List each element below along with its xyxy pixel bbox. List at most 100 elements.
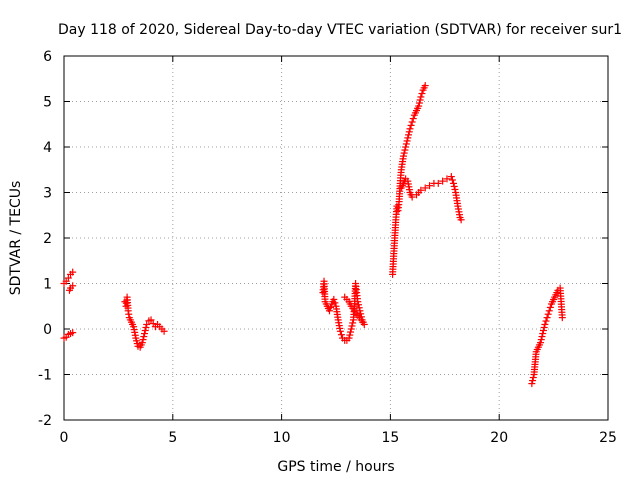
data-point [140,333,148,341]
x-tick-label: 20 [490,430,508,446]
grid [64,56,608,420]
data-point [558,314,566,322]
data-point [325,307,333,315]
data-point [69,282,77,290]
data-point [546,303,554,311]
data-point [354,298,362,306]
y-tick-label: 1 [43,277,52,293]
data-point [345,334,353,342]
y-tick-label: 6 [43,49,52,65]
data-point [528,380,536,388]
data-point [405,128,413,136]
x-tick-label: 10 [273,430,291,446]
data-point [417,186,425,194]
data-point [400,149,408,157]
x-tick-label: 5 [168,430,177,446]
data-point [537,336,545,344]
data-point [421,82,429,90]
x-axis-label: GPS time / hours [277,459,394,475]
data-point [539,327,547,335]
x-tick-label: 15 [381,430,399,446]
data-point [406,125,414,133]
data-point [141,330,149,338]
data-point [341,293,349,301]
data-point [529,377,537,385]
data-point [349,319,357,327]
data-point [417,93,425,101]
data-point [331,299,339,307]
data-point [542,317,550,325]
ticks [63,55,609,421]
data-point [138,339,146,347]
data-point [538,333,546,341]
data-point [543,314,551,322]
data-point [354,301,362,309]
data-point [147,316,155,324]
data-points [60,82,566,388]
data-point [450,182,458,190]
data-point [348,322,356,330]
data-point [426,182,434,190]
data-point [415,102,423,110]
y-tick-label: 0 [43,322,52,338]
data-point [407,121,415,129]
y-tick-label: -1 [38,368,52,384]
data-point [448,176,456,184]
data-point [408,193,416,201]
x-tick-label: 0 [60,430,69,446]
data-point [64,274,72,282]
data-point [421,184,429,192]
y-tick-label: 3 [43,186,52,202]
y-tick-label: 2 [43,231,52,247]
data-point [160,327,168,335]
data-point [540,323,548,331]
data-point [545,307,553,315]
data-point [539,330,547,338]
data-point [346,331,354,339]
data-point [347,328,355,336]
data-point [418,90,426,98]
data-point [402,143,410,151]
data-point [139,336,147,344]
data-point [69,329,77,337]
data-point [69,268,77,276]
data-point [537,339,545,347]
data-point [415,99,423,107]
data-point [143,320,151,328]
data-point [443,175,451,183]
data-point [408,118,416,126]
y-axis-label: SDTVAR / TECUs [8,181,24,296]
data-point [403,137,411,145]
y-tick-label: -2 [38,413,52,429]
data-point [439,177,447,185]
data-point [404,134,412,142]
data-point [451,185,459,193]
data-point [401,146,409,154]
y-tick-labels: -2 -1 0 1 2 3 4 5 6 [38,49,52,429]
data-point [337,331,345,339]
data-point [142,323,150,331]
data-point [457,216,465,224]
data-point [450,179,458,187]
data-point [447,173,455,181]
data-point [434,179,442,187]
data-point [529,374,537,382]
data-point [355,304,363,312]
data-point [327,303,335,311]
data-point [330,295,338,303]
data-point [416,96,424,104]
chart-title: Day 118 of 2020, Sidereal Day-to-day VTE… [58,22,622,38]
data-point [336,327,344,335]
x-tick-label: 25 [599,430,617,446]
data-point [405,131,413,139]
data-point [402,140,410,148]
data-point [541,320,549,328]
y-tick-label: 4 [43,140,52,156]
data-point [399,152,407,160]
data-point [544,310,552,318]
data-point [141,327,149,335]
y-tick-label: 5 [43,95,52,111]
data-point [409,115,417,123]
data-point [347,325,355,333]
